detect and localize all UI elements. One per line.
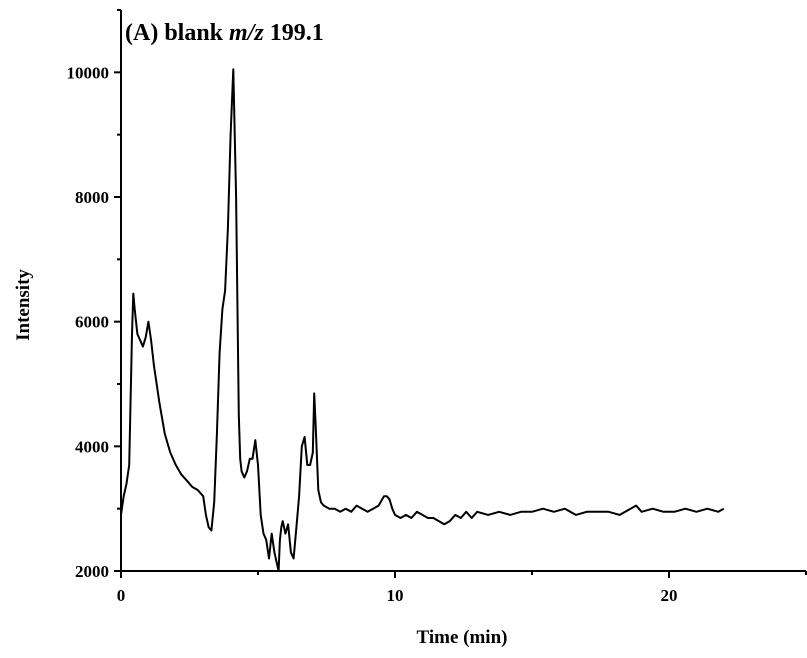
x-tick-label: 20 — [661, 586, 678, 605]
y-tick-label: 4000 — [75, 437, 109, 456]
y-axis-title: Intensity — [13, 269, 34, 341]
x-tick-label: 10 — [387, 586, 404, 605]
chart-title-part-1: (A) blank — [125, 20, 229, 46]
chart-title-part-3: 199.1 — [264, 20, 324, 46]
x-axis-title: Time (min) — [417, 627, 508, 648]
y-tick-label: 8000 — [75, 188, 109, 207]
chart-title: (A) blank m/z 199.1 — [125, 20, 324, 46]
y-tick-label: 6000 — [75, 313, 109, 332]
plot-area — [120, 68, 725, 572]
x-tick-label: 0 — [117, 586, 126, 605]
axes-group: 2000 4000 6000 8000 10000 0 10 20 — [67, 9, 807, 605]
y-tick-label: 2000 — [75, 562, 109, 581]
chart-title-part-2: m/z — [229, 20, 264, 46]
y-tick-label: 10000 — [67, 63, 110, 82]
series-line-0 — [120, 68, 725, 572]
